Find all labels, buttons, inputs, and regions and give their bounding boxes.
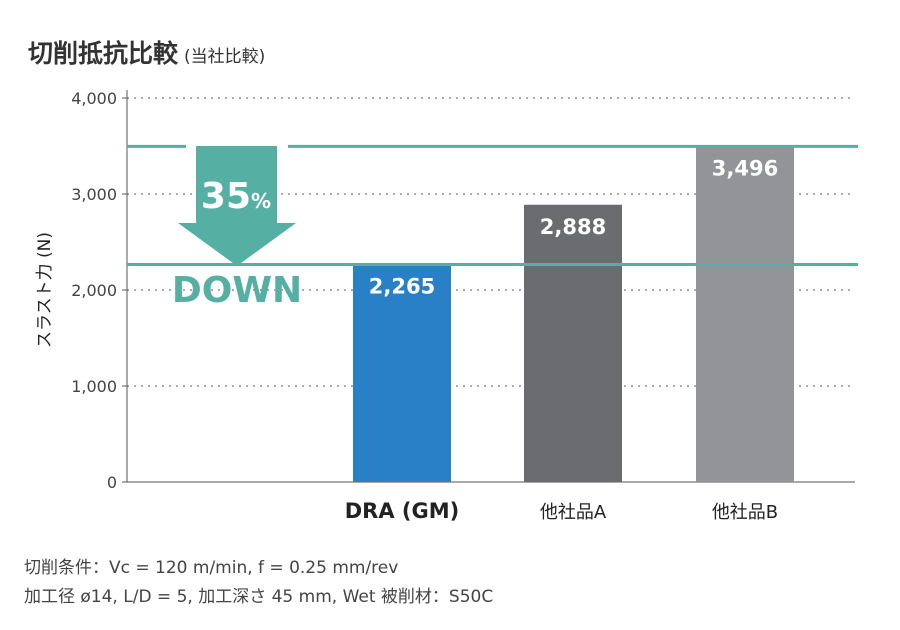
down-arrow-icon	[178, 146, 296, 266]
percent-label: 35%	[201, 176, 271, 217]
y-tick-label: 3,000	[71, 185, 117, 204]
bar-value-label: 2,888	[540, 215, 606, 239]
down-label: DOWN	[172, 270, 302, 311]
bar	[696, 146, 794, 482]
conditions-line-1: 切削条件：Vc = 120 m/min, f = 0.25 mm/rev	[24, 558, 399, 578]
x-tick-label: 他社品B	[712, 502, 778, 523]
x-tick-label: DRA (GM)	[345, 499, 460, 523]
bar	[353, 264, 451, 482]
y-tick-label: 1,000	[71, 377, 117, 396]
chart-title: 切削抵抗比較 (当社比較)	[28, 34, 265, 70]
y-tick-label: 0	[107, 473, 117, 492]
y-axis-label: スラスト力 (N)	[35, 232, 55, 348]
percent-sign: %	[251, 189, 271, 213]
title-text: 切削抵抗比較	[28, 39, 179, 68]
x-tick-label: 他社品A	[540, 502, 607, 523]
conditions-line-2: 加工径 ø14, L/D = 5, 加工深さ 45 mm, Wet 被削材：S5…	[24, 587, 494, 607]
bar	[524, 204, 622, 482]
bar-value-label: 3,496	[712, 156, 778, 180]
subtitle-text: (当社比較)	[184, 47, 266, 67]
y-tick-label: 2,000	[71, 281, 117, 300]
y-tick-label: 4,000	[71, 89, 117, 108]
bar-value-label: 2,265	[369, 275, 435, 299]
